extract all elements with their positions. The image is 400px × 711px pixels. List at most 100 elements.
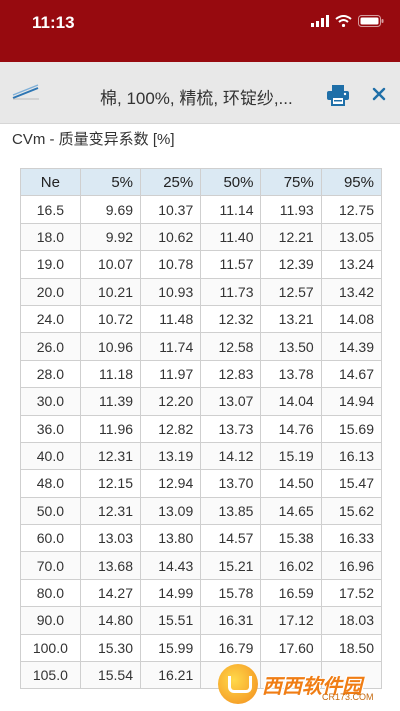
watermark-subtext: CR173.COM xyxy=(322,692,374,702)
table-cell-value: 11.93 xyxy=(260,195,322,224)
table-cell-value: 13.70 xyxy=(200,469,262,498)
table-cell-value: 14.99 xyxy=(140,578,202,608)
table-cell-value: 10.07 xyxy=(79,250,142,279)
table-row: 36.0 11.96 12.82 13.73 14.76 15.69 xyxy=(20,414,383,443)
table-cell-value: 9.69 xyxy=(79,195,142,224)
table-cell-value: 16.59 xyxy=(260,578,322,608)
table-cell-value: 12.83 xyxy=(200,359,262,389)
table-cell-ne: 16.5 xyxy=(20,195,81,224)
column-header-5: 5% xyxy=(79,167,142,197)
table-cell-value: 14.39 xyxy=(320,332,383,361)
table-cell-value: 12.31 xyxy=(79,441,142,471)
table-cell-value: 14.80 xyxy=(79,606,142,635)
table-cell-value: 9.92 xyxy=(79,222,142,252)
table-row: 70.0 13.68 14.43 15.21 16.02 16.96 xyxy=(20,551,383,580)
table-cell-ne: 28.0 xyxy=(20,359,81,389)
table-cell-value: 15.69 xyxy=(320,414,383,443)
table-cell-value: 10.21 xyxy=(79,277,142,306)
table-cell-value: 10.93 xyxy=(140,277,202,306)
table-cell-value: 18.50 xyxy=(320,633,383,663)
printer-icon xyxy=(327,85,349,106)
signal-icon xyxy=(311,15,329,27)
table-cell-value: 15.30 xyxy=(79,633,142,663)
table-cell-value: 15.38 xyxy=(260,524,322,553)
table-cell-value: 16.33 xyxy=(320,524,383,553)
table-cell-value: 11.97 xyxy=(140,359,202,389)
table-cell-ne: 40.0 xyxy=(20,441,81,471)
table-row: 80.0 14.27 14.99 15.78 16.59 17.52 xyxy=(20,578,383,608)
table-row: 90.0 14.80 15.51 16.31 17.12 18.03 xyxy=(20,606,383,635)
table-row: 20.0 10.21 10.93 11.73 12.57 13.42 xyxy=(20,277,383,306)
wifi-icon xyxy=(335,15,352,27)
table-cell-value: 10.96 xyxy=(79,332,142,361)
status-bar: 11:13 xyxy=(0,0,400,62)
table-cell-ne: 26.0 xyxy=(20,332,81,361)
table-row: 60.0 13.03 13.80 14.57 15.38 16.33 xyxy=(20,524,383,553)
table-row: 30.0 11.39 12.20 13.07 14.04 14.94 xyxy=(20,387,383,416)
table-cell-value: 11.18 xyxy=(79,359,142,389)
table-cell-ne: 48.0 xyxy=(20,469,81,498)
close-button[interactable] xyxy=(368,83,390,105)
table-cell-value: 14.94 xyxy=(320,387,383,416)
table-cell-value: 12.58 xyxy=(200,332,262,361)
table-cell-ne: 90.0 xyxy=(20,606,81,635)
table-cell-value: 12.15 xyxy=(79,469,142,498)
table-cell-value: 10.72 xyxy=(79,304,142,334)
table-row: 50.0 12.31 13.09 13.85 14.65 15.62 xyxy=(20,496,383,526)
table-cell-value: 11.48 xyxy=(140,304,202,334)
table-cell-value: 13.07 xyxy=(200,387,262,416)
table-cell-value: 12.21 xyxy=(260,222,322,252)
table-row: 24.0 10.72 11.48 12.32 13.21 14.08 xyxy=(20,304,383,334)
table-row: 28.0 11.18 11.97 12.83 13.78 14.67 xyxy=(20,359,383,389)
table-cell-value: 16.02 xyxy=(260,551,322,580)
table-cell-value: 14.65 xyxy=(260,496,322,526)
watermark-text: 西西软件园 xyxy=(262,675,362,698)
table-cell-value: 13.42 xyxy=(320,277,383,306)
table-cell-value: 14.50 xyxy=(260,469,322,498)
table-cell-value: 10.62 xyxy=(140,222,202,252)
table-cell-value: 17.60 xyxy=(260,633,322,663)
table-cell-value: 16.31 xyxy=(200,606,262,635)
table-cell-value: 15.54 xyxy=(79,661,142,690)
table-cell-value: 11.96 xyxy=(79,414,142,443)
table-cell-ne: 36.0 xyxy=(20,414,81,443)
table-cell-value: 11.40 xyxy=(200,222,262,252)
section-title: CVm - 质量变异系数 [%] xyxy=(12,131,175,148)
table-cell-value: 17.52 xyxy=(320,578,383,608)
table-cell-value: 13.05 xyxy=(320,222,383,252)
table-header-row: Ne 5% 25% 50% 75% 95% xyxy=(20,167,383,197)
table-cell-value: 11.74 xyxy=(140,332,202,361)
table-cell-value: 12.32 xyxy=(200,304,262,334)
table-cell-ne: 60.0 xyxy=(20,524,81,553)
table-cell-value: 17.12 xyxy=(260,606,322,635)
app-header: 棉, 100%, 精梳, 环锭纱,... xyxy=(0,62,400,124)
table-cell-value: 12.20 xyxy=(140,387,202,416)
table-cell-value: 15.62 xyxy=(320,496,383,526)
table-cell-value: 13.24 xyxy=(320,250,383,279)
table-cell-value: 12.57 xyxy=(260,277,322,306)
watermark: 西西软件园 CR173.COM xyxy=(218,664,388,704)
column-header-75: 75% xyxy=(260,167,322,197)
table-cell-value: 13.09 xyxy=(140,496,202,526)
table-row: 18.0 9.92 10.62 11.40 12.21 13.05 xyxy=(20,222,383,252)
table-cell-ne: 50.0 xyxy=(20,496,81,526)
table-cell-value: 15.99 xyxy=(140,633,202,663)
table-row: 40.0 12.31 13.19 14.12 15.19 16.13 xyxy=(20,441,383,471)
table-cell-value: 11.14 xyxy=(200,195,262,224)
data-table-container: Ne 5% 25% 50% 75% 95% 16.5 9.69 10.37 11.14… xyxy=(20,167,383,690)
close-icon xyxy=(372,87,386,101)
table-row: 100.0 15.30 15.99 16.79 17.60 18.50 xyxy=(20,633,383,663)
print-button[interactable] xyxy=(326,84,350,106)
table-cell-ne: 20.0 xyxy=(20,277,81,306)
table-cell-value: 13.19 xyxy=(140,441,202,471)
battery-icon xyxy=(358,15,384,27)
table-cell-value: 12.39 xyxy=(260,250,322,279)
table-cell-value: 14.67 xyxy=(320,359,383,389)
table-cell-value: 14.08 xyxy=(320,304,383,334)
column-header-95: 95% xyxy=(320,167,383,197)
table-cell-value: 12.94 xyxy=(140,469,202,498)
column-header-25: 25% xyxy=(140,167,202,197)
table-cell-ne: 19.0 xyxy=(20,250,81,279)
table-cell-value: 15.51 xyxy=(140,606,202,635)
table-cell-value: 14.27 xyxy=(79,578,142,608)
